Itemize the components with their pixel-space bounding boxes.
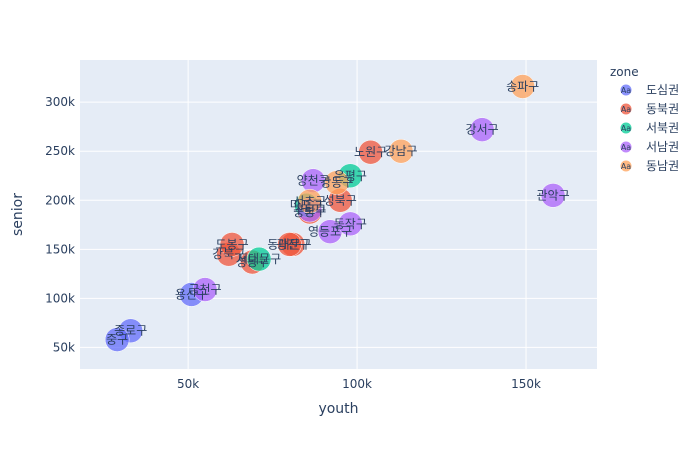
data-point[interactable] [219,232,245,257]
data-point-label: 동대문구 [267,237,311,251]
legend-symbol-text: Aa [621,105,631,114]
data-point-label: 강북구 [212,247,245,261]
data-point-label: 중랑구 [293,205,326,219]
legend-marker [620,84,632,96]
y-axis-ticks: 50k 100k 150k 200k 250k 300k [45,95,75,354]
y-tick-label: 300k [45,95,75,109]
y-tick-label: 50k [53,340,75,354]
y-tick-label: 200k [45,193,75,207]
x-tick-label: 50k [177,377,199,391]
data-point[interactable] [358,139,383,165]
legend-title: zone [610,65,639,79]
legend-symbol-text: Aa [621,162,631,171]
data-point[interactable] [324,170,350,195]
data-point-label: 광진구 [276,237,309,251]
data-point-label: 영등포구 [308,225,352,239]
data-point-label: 관악구 [537,188,570,202]
data-point-label: 구로구 [293,203,326,217]
data-point-label: 강남구 [384,144,417,158]
data-point[interactable] [388,138,414,164]
legend-symbol-text: Aa [621,86,631,95]
data-point[interactable] [338,211,363,237]
data-point-label: 노원구 [354,145,387,159]
data-point-label: 종로구 [114,324,147,338]
data-point[interactable] [469,117,495,142]
legend-label: 서남권 [646,140,679,154]
legend-label: 동남권 [646,159,679,173]
data-point-label: 마포구 [290,198,323,212]
data-points [104,74,566,352]
y-tick-label: 100k [45,291,75,305]
data-point[interactable] [104,327,130,352]
data-point-label: 도봉구 [215,237,248,251]
x-tick-label: 100k [342,377,372,391]
legend-marker [620,141,632,153]
data-point-label: 서대문구 [237,252,281,266]
data-point-label: 동작구 [334,217,367,231]
y-tick-label: 150k [45,242,75,256]
legend-item[interactable]: Aa 도심권 [620,83,680,97]
data-point-label: 금천구 [188,282,221,297]
y-tick-label: 250k [45,144,75,158]
data-point-label: 성동구 [236,255,269,269]
data-point-label: 용산구 [175,287,208,301]
data-point-label: 은평구 [334,169,367,183]
legend-item[interactable]: Aa 동북권 [620,102,680,116]
data-point-label: 강동구 [320,176,353,190]
legend-marker [620,103,632,115]
data-point-label: 서초구 [293,194,326,208]
x-axis-title: youth [318,401,358,417]
data-point-label: 성북구 [324,193,357,207]
data-point-label: 양천구 [297,173,330,188]
legend[interactable]: zone Aa 도심권 Aa 동북권 Aa 서북권 Aa 서남권 Aa 동남권 [610,65,679,173]
legend-label: 동북권 [646,102,679,116]
x-axis-ticks: 50k 100k 150k [177,377,541,391]
y-axis-title: senior [10,193,26,236]
legend-item[interactable]: Aa 서북권 [620,121,680,135]
data-point[interactable] [192,277,218,302]
data-point[interactable] [297,189,323,214]
data-point[interactable] [246,246,272,272]
data-point[interactable] [277,232,302,257]
grid-lines [80,60,597,369]
legend-symbol-text: Aa [621,143,631,152]
data-point[interactable] [510,74,535,99]
legend-symbol-text: Aa [621,124,631,133]
legend-label: 서북권 [646,121,679,135]
legend-item[interactable]: Aa 동남권 [620,159,680,173]
legend-label: 도심권 [646,83,679,97]
legend-item[interactable]: Aa 서남권 [620,140,680,154]
plot-area [80,60,597,369]
data-point-label: 중구 [106,333,128,347]
legend-marker [620,160,632,172]
data-point-label: 강서구 [466,123,499,137]
data-point-label: 송파구 [506,79,539,93]
x-tick-label: 150k [511,377,541,391]
legend-marker [620,122,632,134]
data-point[interactable] [540,183,566,208]
